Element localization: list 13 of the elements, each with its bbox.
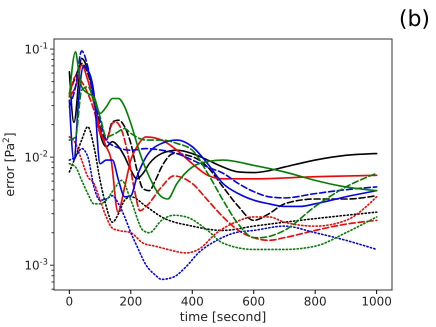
x-tick-label: 600 <box>242 294 266 309</box>
chart-title: (b) <box>398 7 430 32</box>
x-tick-label: 0 <box>66 294 74 309</box>
y-tick-label: 10$^{-2}$ <box>24 148 48 164</box>
x-axis-title: time [second] <box>180 309 266 324</box>
x-tick-label: 200 <box>119 294 142 309</box>
y-tick-label: 10$^{-1}$ <box>24 40 48 56</box>
x-tick-label: 800 <box>304 294 327 309</box>
x-tick-label: 1000 <box>361 294 392 309</box>
x-tick-label: 400 <box>180 294 204 309</box>
y-tick-label: 10$^{-3}$ <box>24 256 48 272</box>
line-series <box>68 162 378 250</box>
line-series <box>68 126 378 232</box>
